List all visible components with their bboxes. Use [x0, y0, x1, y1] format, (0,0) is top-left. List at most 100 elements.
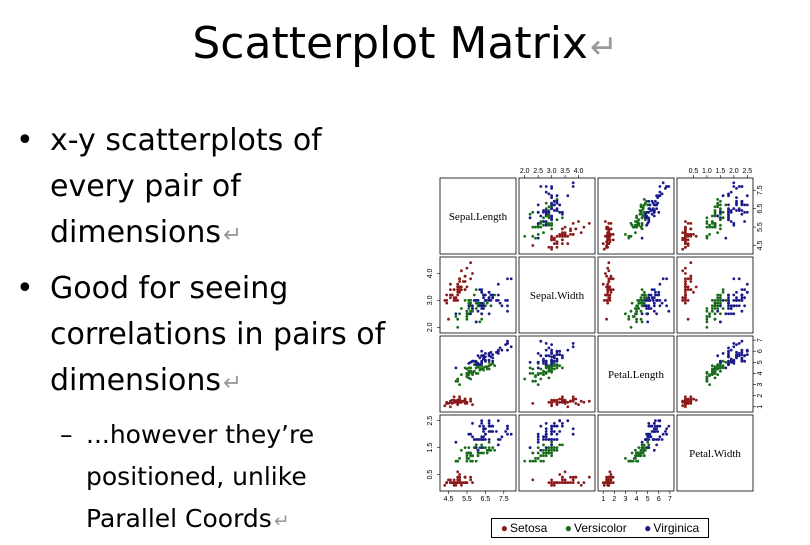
data-point [544, 448, 548, 452]
data-point [480, 290, 484, 294]
data-point [547, 192, 551, 196]
data-point [665, 432, 668, 436]
data-point [506, 339, 509, 343]
tick-label: 0.5 [427, 470, 434, 480]
data-point [555, 218, 559, 222]
data-point [740, 350, 744, 354]
data-point [563, 225, 567, 229]
data-point [449, 282, 452, 286]
data-point [478, 451, 482, 455]
data-point [563, 470, 567, 474]
tick-label: 7 [668, 496, 672, 503]
data-point [465, 459, 469, 463]
data-point [528, 360, 532, 364]
data-point [443, 483, 447, 487]
data-point [641, 451, 645, 455]
data-point [460, 483, 463, 487]
data-point [487, 290, 491, 294]
data-point [550, 404, 553, 408]
data-point [654, 203, 657, 207]
data-point [719, 223, 722, 227]
data-point [689, 395, 693, 399]
data-point [571, 222, 575, 225]
data-point [531, 372, 535, 375]
data-point [654, 424, 657, 428]
data-point [648, 432, 652, 436]
data-point [566, 242, 570, 245]
data-point [474, 363, 478, 366]
data-point [656, 430, 660, 433]
data-point [569, 475, 572, 479]
data-point [474, 288, 478, 291]
data-point [480, 307, 484, 310]
data-point [650, 212, 654, 216]
legend-dot-icon: ● [644, 521, 652, 535]
data-point [647, 293, 651, 297]
data-point [705, 325, 709, 329]
data-point [569, 233, 572, 236]
data-point [491, 446, 495, 449]
data-point [684, 290, 687, 294]
data-point [465, 402, 469, 405]
data-point [547, 222, 551, 225]
data-point [552, 448, 556, 452]
data-point [604, 220, 607, 223]
data-point [487, 446, 491, 449]
data-point [732, 304, 736, 308]
data-point [601, 282, 605, 286]
data-point [566, 348, 570, 352]
data-point [542, 454, 545, 458]
data-point [605, 285, 608, 289]
data-point [550, 424, 553, 428]
title-text: Scatterplot Matrix [192, 18, 588, 69]
data-point [650, 288, 654, 291]
data-point [472, 299, 476, 302]
data-point [550, 222, 553, 225]
data-point [740, 288, 744, 291]
data-point [544, 190, 548, 194]
data-point [465, 285, 469, 289]
data-point [452, 288, 456, 291]
data-point [716, 299, 720, 302]
data-point [609, 478, 613, 482]
data-point [745, 282, 749, 286]
data-point [713, 312, 717, 316]
data-point [542, 220, 545, 223]
data-point [544, 201, 548, 205]
data-point [550, 194, 553, 198]
data-point [536, 438, 540, 441]
data-point [737, 342, 741, 345]
data-point [552, 438, 556, 441]
data-point [727, 363, 730, 366]
data-point [544, 446, 548, 449]
data-point [458, 398, 461, 402]
data-point [740, 356, 744, 360]
data-point [539, 220, 543, 223]
data-point [601, 481, 605, 484]
data-point [724, 360, 728, 364]
data-point [644, 293, 647, 297]
data-point [607, 475, 611, 479]
data-point [686, 234, 690, 238]
data-point [637, 446, 641, 449]
data-point [552, 483, 556, 487]
data-point [552, 356, 556, 360]
data-point [561, 422, 564, 425]
data-point [456, 299, 460, 302]
data-point [555, 481, 559, 484]
data-point [629, 325, 633, 329]
data-point [732, 277, 736, 281]
data-point [454, 312, 458, 316]
data-point [447, 478, 450, 482]
data-point [465, 309, 469, 313]
data-point [550, 483, 553, 487]
data-point [463, 475, 467, 479]
data-point [449, 288, 452, 291]
data-point [561, 238, 564, 242]
data-point [737, 352, 741, 355]
data-point [550, 234, 553, 238]
data-point [561, 354, 564, 358]
data-point [542, 223, 545, 227]
data-point [563, 481, 567, 484]
data-point [547, 376, 551, 380]
